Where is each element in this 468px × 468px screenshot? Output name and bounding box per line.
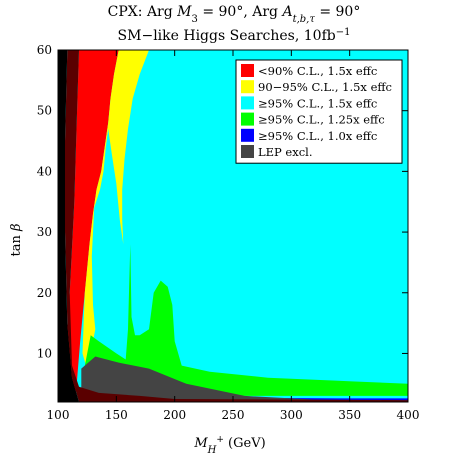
y-axis-label: tan β — [9, 224, 24, 257]
legend-swatch-0 — [241, 64, 254, 77]
region-lep-excl-4 — [81, 356, 408, 402]
legend-label-3: ≥95% C.L., 1.25x effc — [258, 113, 385, 127]
y-tick-label-4: 50 — [37, 104, 52, 118]
x-tick-label-0: 100 — [47, 408, 70, 422]
legend-swatch-5 — [241, 145, 254, 158]
x-tick-label-3: 250 — [222, 408, 245, 422]
legend-label-5: LEP excl. — [258, 145, 313, 159]
y-tick-label-1: 20 — [37, 286, 52, 300]
title: CPX: Arg M3 = 90°, Arg At,b,τ = 90° SM−l… — [108, 4, 361, 44]
y-tick-label-5: 60 — [37, 43, 52, 57]
legend: <90% C.L., 1.5x effc 90−95% C.L., 1.5x ef… — [235, 59, 403, 164]
regions — [58, 50, 408, 402]
legend-swatch-4 — [241, 128, 254, 142]
region-95-c-l-1-25x-effc-2 — [81, 244, 408, 396]
x-tick-label-2: 200 — [163, 408, 186, 422]
x-tick-label-4: 300 — [280, 408, 303, 422]
dark-region-0 — [58, 50, 79, 402]
y-tick-label-2: 30 — [37, 225, 52, 239]
x-tick-label-1: 150 — [105, 408, 128, 422]
legend-label-4: ≥95% C.L., 1.0x effc — [258, 129, 377, 143]
x-tick-label-5: 350 — [338, 408, 361, 422]
x-ticks: 100 150 200 250 300 350 400 — [47, 50, 420, 422]
legend-swatch-3 — [241, 112, 254, 126]
y-ticks: 10 20 30 40 50 60 — [37, 43, 408, 360]
legend-label-2: ≥95% C.L., 1.5x effc — [258, 96, 377, 110]
legend-label-0: <90% C.L., 1.5x effc — [258, 64, 377, 78]
legend-label-1: 90−95% C.L., 1.5x effc — [258, 80, 392, 94]
y-tick-label-0: 10 — [37, 346, 52, 360]
x-axis-label: MH+ (GeV) — [193, 435, 265, 456]
legend-swatch-1 — [241, 80, 254, 94]
legend-swatch-2 — [241, 96, 254, 110]
y-tick-label-3: 40 — [37, 164, 52, 178]
title-line-2: SM−like Higgs Searches, 10fb−1 — [118, 27, 351, 45]
region-90-95-c-l-1-5x-effc-1 — [82, 50, 149, 366]
title-line-1: CPX: Arg M3 = 90°, Arg At,b,τ = 90° — [108, 4, 361, 25]
region-90-c-l-1-5x-effc-0 — [62, 50, 119, 402]
x-tick-label-6: 400 — [397, 408, 420, 422]
legend-box — [235, 59, 403, 164]
